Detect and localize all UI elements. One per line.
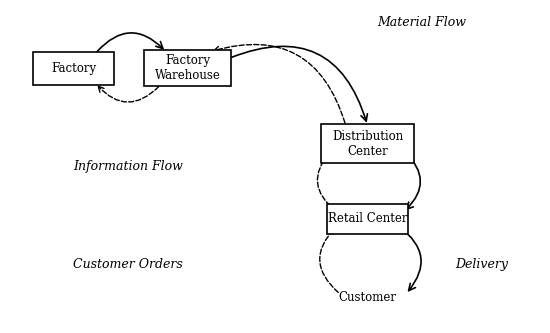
Text: Factory: Factory [51,62,96,75]
FancyBboxPatch shape [321,124,414,163]
Text: Material Flow: Material Flow [377,16,466,29]
FancyBboxPatch shape [327,204,409,234]
Text: Customer Orders: Customer Orders [73,258,183,271]
Text: Customer: Customer [339,291,397,304]
FancyBboxPatch shape [32,52,114,85]
Text: Information Flow: Information Flow [73,160,183,173]
Text: Retail Center: Retail Center [328,212,408,225]
Text: Distribution
Center: Distribution Center [332,130,403,158]
Text: Delivery: Delivery [455,258,508,271]
Text: Factory
Warehouse: Factory Warehouse [155,54,221,82]
FancyBboxPatch shape [144,50,232,86]
